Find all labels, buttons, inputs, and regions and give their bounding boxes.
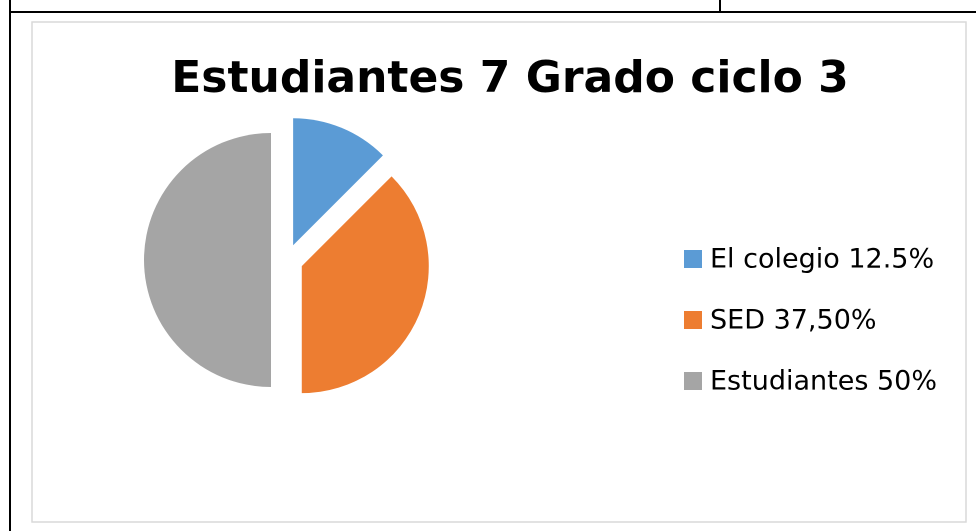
- legend-swatch: [684, 311, 702, 329]
- legend-label: SED 37,50%: [710, 305, 877, 336]
- pie-slice: [293, 118, 383, 246]
- pie-slice: [301, 176, 429, 394]
- pie-slice: [144, 133, 271, 387]
- legend-label: El colegio 12.5%: [710, 244, 934, 275]
- legend-swatch: [684, 250, 702, 268]
- chart-title: Estudiantes 7 Grado ciclo 3: [171, 52, 849, 103]
- legend-label: Estudiantes 50%: [710, 366, 937, 397]
- legend-swatch: [684, 372, 702, 390]
